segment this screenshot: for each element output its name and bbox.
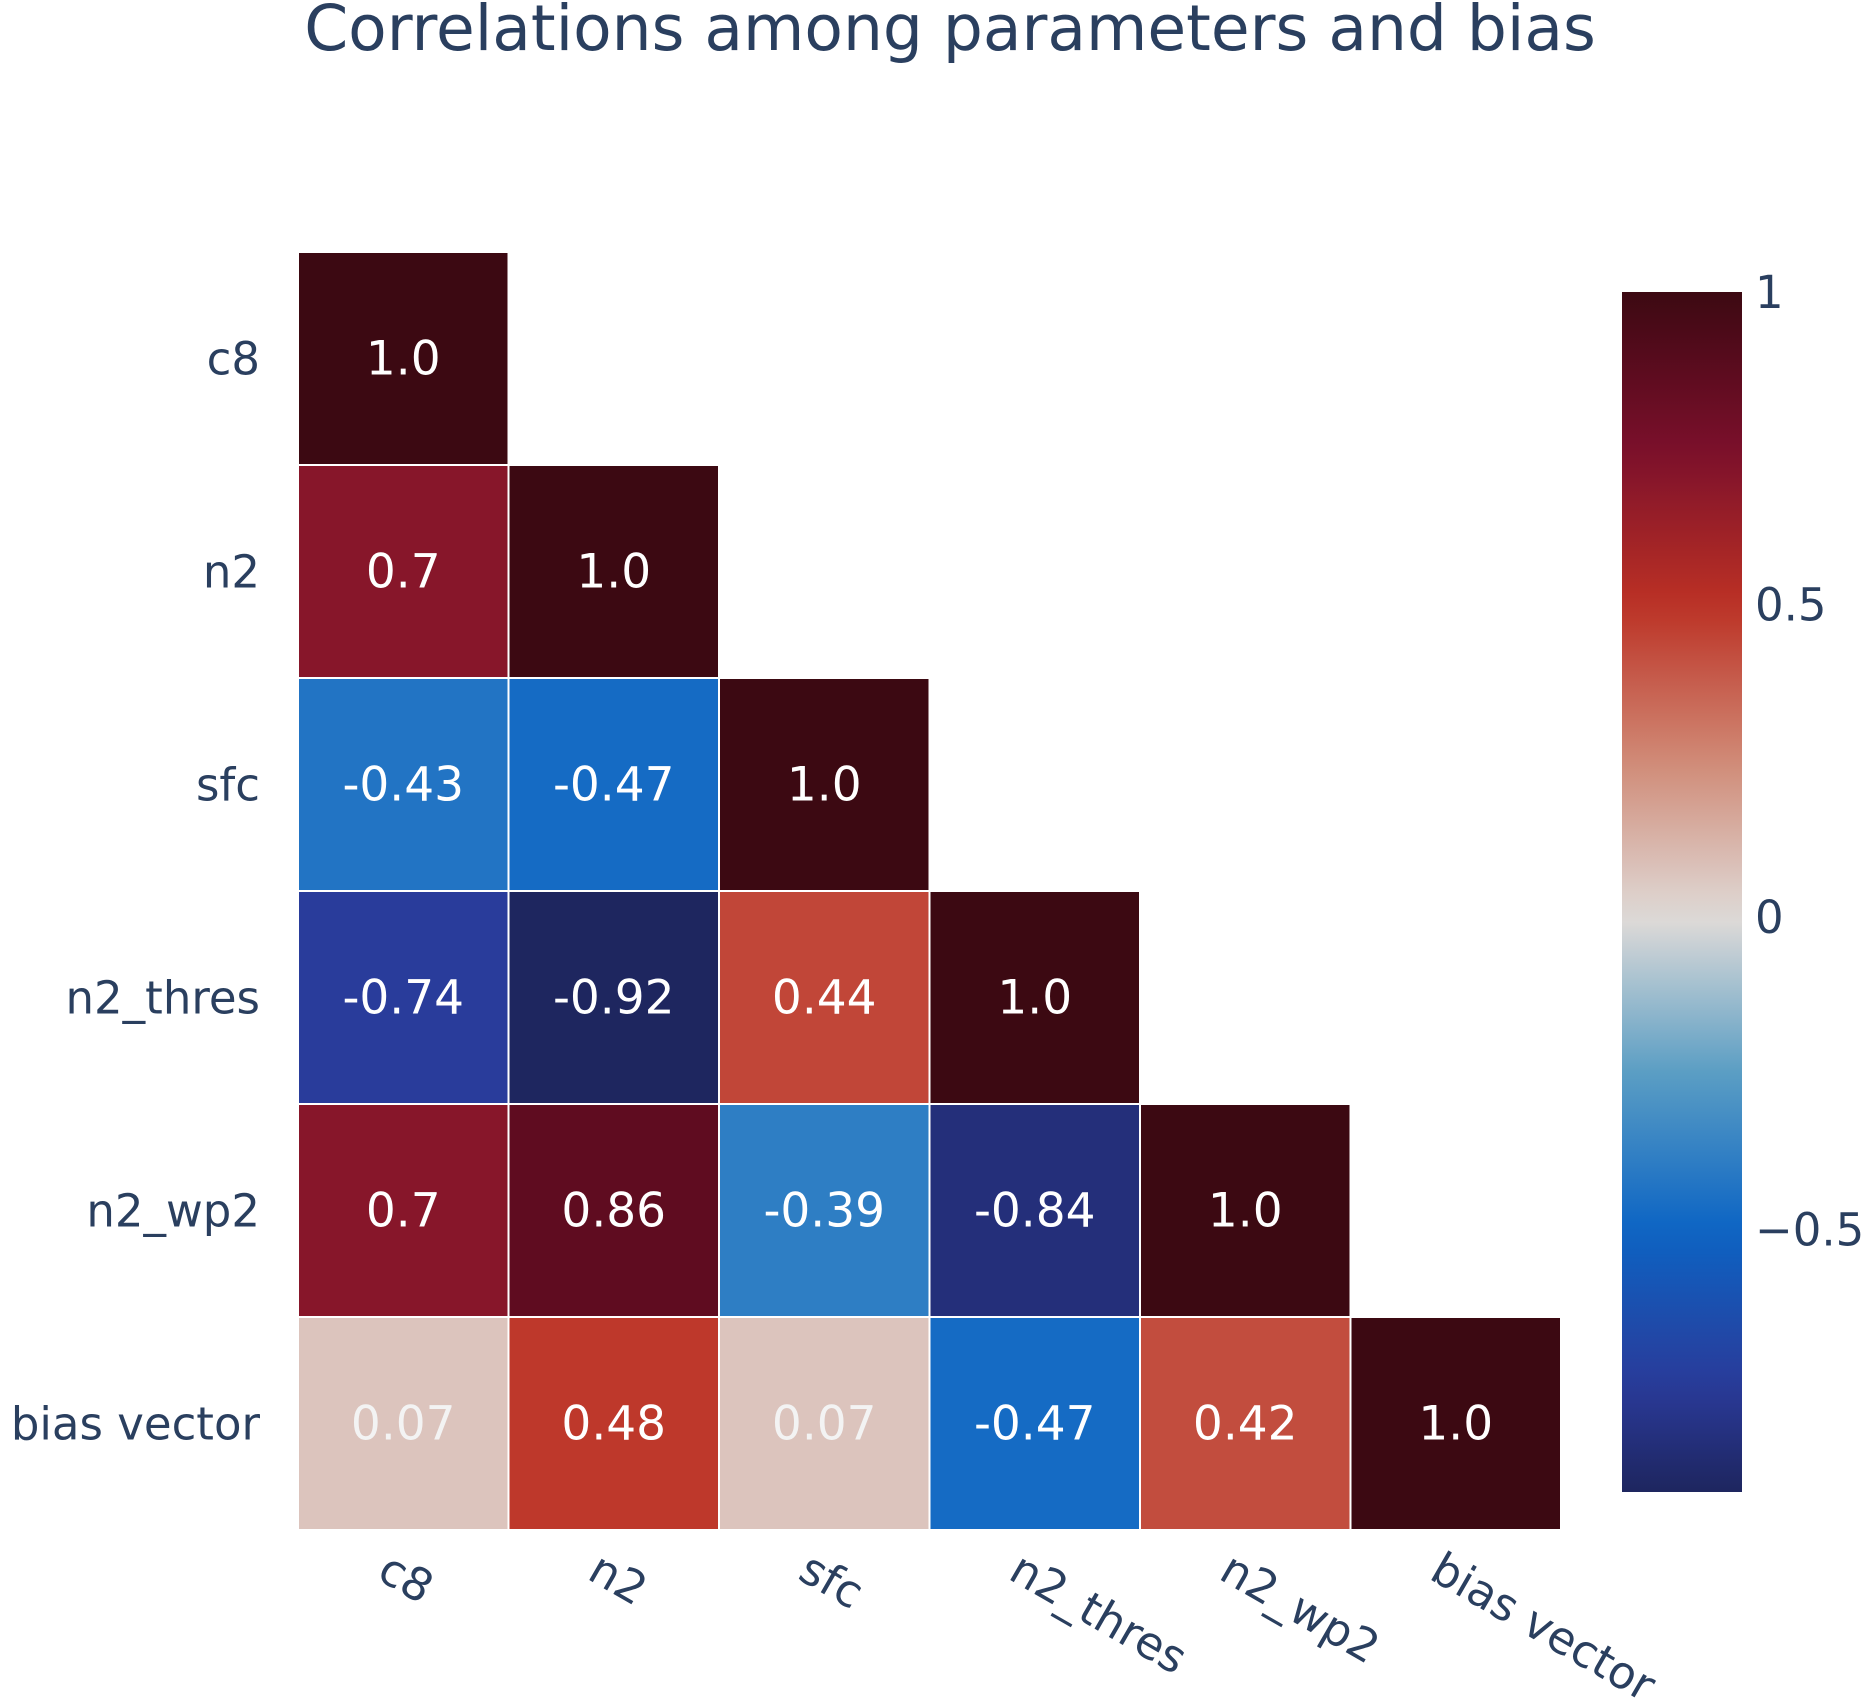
x-axis-tick-label: n2 <box>580 1542 656 1616</box>
heatmap-cell-n2_wp2-c8 <box>299 1105 508 1316</box>
colorbar-gradient-bar <box>1622 292 1742 1492</box>
heatmap-cell-label: 1.0 <box>997 971 1072 1026</box>
y-axis-tick-label: n2 <box>203 546 260 599</box>
x-axis-tick-label: n2_wp2 <box>1212 1542 1389 1675</box>
y-axis-tick-label: n2_thres <box>66 972 260 1025</box>
heatmap-cell-n2-n2 <box>509 466 718 677</box>
heatmap-cell-bias-vector-n2_thres <box>930 1318 1139 1529</box>
heatmap-cell-label: 0.7 <box>366 1184 441 1239</box>
heatmap-cell-n2_wp2-n2_thres <box>930 1105 1139 1316</box>
heatmap-cells <box>299 253 1560 1529</box>
heatmap-cell-n2_wp2-n2 <box>509 1105 718 1316</box>
y-axis-tick-label: n2_wp2 <box>86 1185 260 1238</box>
colorbar-ticks: 1 0.5 0 −0.5 <box>1755 266 1864 1257</box>
heatmap-cell-label: -0.84 <box>974 1184 1096 1239</box>
heatmap-cell-label: -0.39 <box>763 1184 885 1239</box>
heatmap-cell-label: -0.47 <box>974 1397 1096 1452</box>
colorbar: 1 0.5 0 −0.5 <box>1622 266 1864 1492</box>
heatmap-cell-n2_wp2-n2_wp2 <box>1141 1105 1350 1316</box>
heatmap-cell-label: -0.92 <box>553 971 675 1026</box>
heatmap-cell-bias-vector-sfc <box>720 1318 929 1529</box>
y-axis-tick-label: c8 <box>207 333 260 386</box>
heatmap-cell-label: 1.0 <box>576 545 651 600</box>
heatmap-cell-label: -0.74 <box>342 971 464 1026</box>
heatmap-cell-labels: 1.0 0.7 1.0 -0.43 -0.47 1.0 -0.74 -0.92 0.44 1.0 0… <box>342 332 1493 1452</box>
heatmap-cell-label: 0.07 <box>772 1397 877 1452</box>
y-axis-tick-label: sfc <box>196 759 260 812</box>
x-axis-tick-label: sfc <box>791 1542 873 1620</box>
heatmap-cell-label: 0.07 <box>351 1397 456 1452</box>
heatmap-cell-bias-vector-n2 <box>509 1318 718 1529</box>
chart-title: Correlations among parameters and bias <box>304 0 1596 65</box>
heatmap-cell-label: -0.47 <box>553 758 675 813</box>
heatmap-cell-sfc-sfc <box>720 679 929 890</box>
heatmap-cell-sfc-n2 <box>509 679 718 890</box>
heatmap-cell-sfc-c8 <box>299 679 508 890</box>
x-axis-tick-label: n2_thres <box>1001 1542 1196 1685</box>
heatmap-cell-label: 0.48 <box>561 1397 666 1452</box>
heatmap-cell-label: 1.0 <box>1418 1397 1493 1452</box>
colorbar-tick-label: −0.5 <box>1755 1204 1864 1257</box>
heatmap-cell-bias-vector-c8 <box>299 1318 508 1529</box>
heatmap-cell-label: 1.0 <box>787 758 862 813</box>
heatmap-cell-label: 0.86 <box>561 1184 666 1239</box>
x-axis-tick-label: bias vector <box>1422 1542 1665 1707</box>
heatmap-cell-label: -0.43 <box>342 758 464 813</box>
colorbar-tick-label: 0 <box>1755 891 1784 944</box>
heatmap-cell-n2_thres-n2 <box>509 892 718 1103</box>
heatmap-cell-c8-c8 <box>299 253 508 464</box>
x-axis-tick-labels: c8 n2 sfc n2_thres n2_wp2 bias vector <box>370 1542 1665 1707</box>
heatmap-cell-n2_wp2-sfc <box>720 1105 929 1316</box>
x-axis-tick-label: c8 <box>370 1542 443 1615</box>
heatmap-cell-n2-c8 <box>299 466 508 677</box>
heatmap-cell-n2_thres-c8 <box>299 892 508 1103</box>
heatmap-cell-n2_thres-n2_thres <box>930 892 1139 1103</box>
colorbar-tick-label: 0.5 <box>1755 579 1827 632</box>
heatmap-cell-n2_thres-sfc <box>720 892 929 1103</box>
y-axis-tick-label: bias vector <box>11 1398 261 1451</box>
colorbar-tick-label: 1 <box>1755 266 1784 319</box>
heatmap-cell-label: 1.0 <box>1208 1184 1283 1239</box>
heatmap-cell-label: 1.0 <box>366 332 441 387</box>
heatmap-cell-label: 0.44 <box>772 971 877 1026</box>
heatmap-cell-bias-vector-bias-vector <box>1351 1318 1560 1529</box>
heatmap-cell-label: 0.7 <box>366 545 441 600</box>
heatmap-cell-label: 0.42 <box>1193 1397 1298 1452</box>
heatmap-cell-bias-vector-n2_wp2 <box>1141 1318 1350 1529</box>
